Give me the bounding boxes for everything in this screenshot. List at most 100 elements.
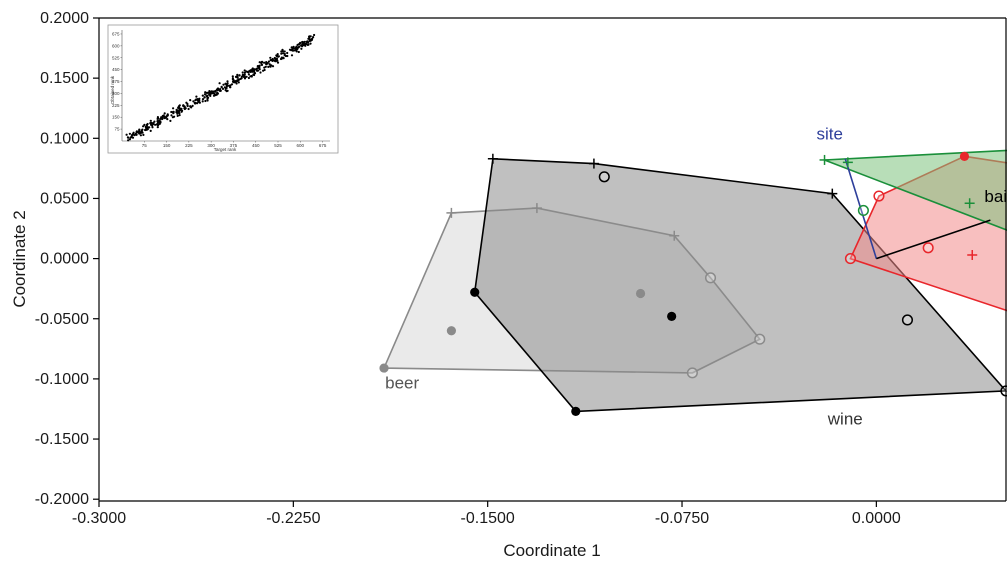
inset-point bbox=[247, 71, 250, 74]
inset-y-tick-label: 225 bbox=[112, 103, 120, 108]
inset-point bbox=[269, 56, 272, 59]
inset-point bbox=[186, 104, 189, 108]
inset-point bbox=[204, 91, 207, 94]
inset-point bbox=[142, 133, 145, 136]
inset-point bbox=[142, 125, 145, 128]
inset-point bbox=[151, 126, 154, 129]
x-tick-label: -0.2250 bbox=[266, 510, 320, 527]
inset-point bbox=[303, 40, 306, 43]
inset-point bbox=[170, 110, 173, 114]
axes bbox=[98, 17, 1007, 502]
inset-point bbox=[149, 129, 152, 132]
inset-point bbox=[156, 120, 159, 123]
inset-point bbox=[220, 86, 223, 89]
inset-point bbox=[257, 66, 260, 69]
inset-point bbox=[292, 46, 295, 49]
inset-point bbox=[295, 45, 298, 48]
inset-point bbox=[212, 94, 216, 97]
inset-point bbox=[156, 126, 159, 129]
inset-point bbox=[131, 136, 135, 139]
inset-point bbox=[183, 107, 186, 110]
x-tick-label: 0.0000 bbox=[852, 510, 901, 527]
inset-point bbox=[276, 61, 280, 64]
inset-point bbox=[269, 59, 272, 62]
y-tick-label: 0.0000 bbox=[40, 251, 89, 268]
inset-point bbox=[224, 87, 227, 90]
x-tick-label: -0.0750 bbox=[655, 510, 709, 527]
inset-x-tick-label: 150 bbox=[163, 143, 171, 148]
inset-point bbox=[235, 82, 238, 85]
inset-point bbox=[231, 75, 234, 78]
inset-point bbox=[219, 88, 222, 91]
inset-point bbox=[182, 104, 185, 107]
inset-point bbox=[129, 136, 132, 139]
inset-points bbox=[125, 33, 316, 142]
inset-point bbox=[269, 65, 272, 68]
inset-point bbox=[296, 43, 299, 47]
inset-point bbox=[125, 133, 128, 136]
inset-point bbox=[166, 118, 169, 121]
inset-point bbox=[295, 48, 298, 52]
wine-point-filled bbox=[470, 287, 480, 297]
inset-point bbox=[127, 136, 130, 139]
inset-x-tick-label: 600 bbox=[297, 143, 305, 148]
inset-point bbox=[132, 132, 135, 136]
syrup-point-plus bbox=[964, 198, 975, 209]
inset-point bbox=[267, 60, 270, 63]
y-tick-label: -0.1000 bbox=[35, 371, 89, 388]
inset-point bbox=[149, 123, 153, 126]
inset-point bbox=[247, 76, 250, 80]
inset-point bbox=[203, 96, 206, 99]
inset-point bbox=[250, 75, 253, 78]
inset-point bbox=[306, 43, 309, 47]
inset-point bbox=[180, 110, 183, 113]
x-tick-label: -0.3000 bbox=[72, 510, 126, 527]
inset-point bbox=[236, 76, 239, 79]
inset-point bbox=[187, 107, 190, 111]
inset-y-tick-label: 525 bbox=[112, 55, 120, 60]
inset-point bbox=[276, 53, 279, 56]
inset-point bbox=[243, 75, 246, 78]
inset-point bbox=[139, 134, 142, 137]
inset-point bbox=[210, 90, 213, 93]
inset-point bbox=[169, 119, 172, 122]
inset-point bbox=[148, 126, 151, 129]
env-vectors: site bait bbox=[816, 125, 1007, 260]
wine-point-plus bbox=[827, 188, 838, 199]
inset-point bbox=[221, 87, 225, 90]
inset-point bbox=[163, 116, 166, 119]
inset-point bbox=[127, 139, 130, 142]
inset-point bbox=[216, 92, 219, 95]
inset-point bbox=[282, 57, 285, 60]
inset-point bbox=[203, 93, 207, 96]
meat-point-plus bbox=[967, 249, 978, 260]
inset-point bbox=[280, 52, 283, 55]
inset-point bbox=[135, 133, 138, 136]
inset-point bbox=[308, 39, 311, 43]
inset-point bbox=[138, 128, 141, 131]
inset-point bbox=[243, 71, 246, 74]
inset-point bbox=[201, 94, 204, 97]
inset-point bbox=[241, 71, 244, 74]
inset-point bbox=[206, 95, 209, 98]
beer-point-filled bbox=[379, 363, 389, 373]
data-points bbox=[379, 151, 1007, 416]
bait-vector-label: bait bbox=[984, 187, 1007, 206]
inset-point bbox=[178, 112, 181, 115]
inset-point bbox=[271, 65, 275, 68]
site-vector-label: site bbox=[816, 125, 842, 144]
inset-point bbox=[205, 91, 208, 94]
inset-point bbox=[252, 73, 255, 76]
inset-point bbox=[247, 73, 250, 76]
inset-point bbox=[271, 57, 274, 61]
inset-point bbox=[191, 104, 194, 107]
beer-point-filled bbox=[446, 326, 457, 336]
inset-point bbox=[176, 114, 179, 117]
inset-point bbox=[151, 122, 154, 125]
inset-point bbox=[308, 35, 311, 38]
inset-point bbox=[290, 54, 294, 57]
inset-point bbox=[141, 128, 144, 131]
inset-point bbox=[265, 62, 268, 65]
inset-y-tick-label: 75 bbox=[114, 127, 120, 132]
y-tick-label: -0.2000 bbox=[35, 491, 89, 508]
